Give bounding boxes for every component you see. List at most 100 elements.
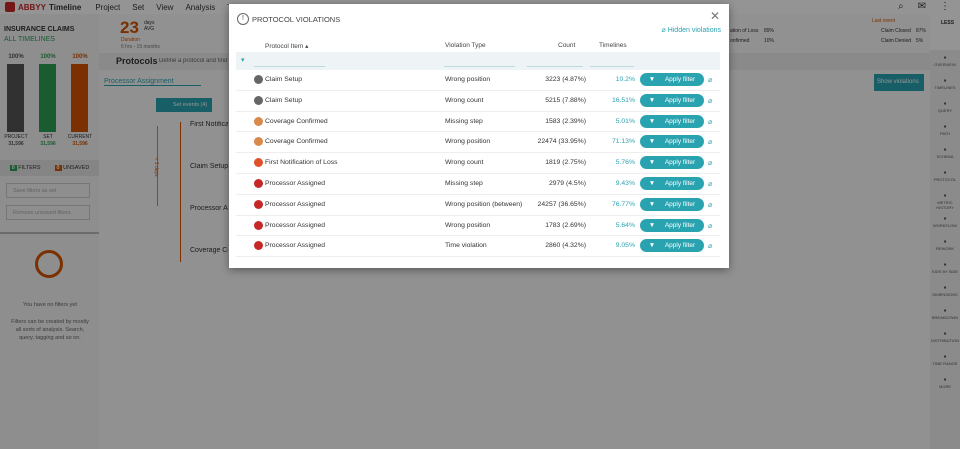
apply-filter-button[interactable]: ▼ Apply filter	[640, 176, 704, 190]
hide-violation-icon[interactable]: ⌀	[708, 139, 713, 147]
apply-filter-button[interactable]: ▼ Apply filter	[640, 218, 704, 232]
more-vert-icon[interactable]: ⋮	[940, 1, 950, 12]
protocol-item: Processor Assigned	[265, 179, 326, 187]
timelines-pct: 71.13%	[611, 138, 635, 146]
left-panel: INSURANCE CLAIMS ALL TIMELINES 100% PROJ…	[0, 14, 99, 449]
filter-item-input[interactable]	[254, 66, 325, 67]
nav-distribution[interactable]: ▪ DISTRIBUTION	[930, 329, 960, 343]
less-toggle[interactable]: LESS	[941, 20, 955, 26]
nav-timelines[interactable]: ▪ TIMELINES	[930, 73, 960, 96]
last-event-pct: 87%	[916, 28, 927, 34]
eye-off-icon: ⌀	[661, 27, 666, 34]
hide-violation-icon[interactable]: ⌀	[708, 160, 713, 168]
protocol-item: Processor Assigned	[265, 200, 326, 208]
remove-filters-button[interactable]: Remove unsaved filters	[6, 205, 90, 220]
event-icon	[254, 137, 263, 147]
column-violation-type[interactable]: Violation Type	[445, 42, 486, 49]
apply-filter-button[interactable]: ▼ Apply filter	[640, 93, 704, 107]
first-event-item: onfirmed	[730, 38, 750, 44]
nav-icon: ▪	[943, 260, 947, 269]
nav-more[interactable]: ▪ MORE	[930, 372, 960, 395]
table-row: Coverage Confirmed Wrong position 22474 …	[236, 132, 720, 154]
protocol-step[interactable]: Claim Setup	[190, 163, 228, 170]
show-violations-button[interactable]: Show violations	[874, 74, 924, 91]
apply-filter-button[interactable]: ▼ Apply filter	[640, 239, 704, 253]
hide-violation-icon[interactable]: ⌀	[708, 222, 713, 230]
nav-dimensions[interactable]: ▪ DIMENSIONS	[930, 280, 960, 303]
nav-icon: ▪	[943, 352, 947, 361]
set-title[interactable]: ALL TIMELINES	[4, 36, 55, 43]
column-protocol-item[interactable]: Protocol Item ▴	[265, 43, 309, 50]
nav-metric-history[interactable]: ▪ METRIC HISTORY	[930, 188, 960, 211]
timelines-pct: 5.01%	[615, 117, 635, 125]
nav-query[interactable]: ▪ QUERY	[930, 96, 960, 119]
timelines-pct: 16.51%	[611, 96, 635, 104]
nav-rework[interactable]: ▪ REWORK	[930, 234, 960, 257]
apply-filter-button[interactable]: ▼ Apply filter	[640, 135, 704, 149]
hide-violation-icon[interactable]: ⌀	[708, 201, 713, 209]
nav-protocol[interactable]: ▪ PROTOCOL	[930, 165, 960, 188]
bar-percent: 100%	[72, 54, 88, 60]
nav-side-by-side[interactable]: ▪ SIDE BY SIDE	[931, 260, 959, 274]
set-events-button[interactable]: Set events (4)	[156, 98, 212, 112]
empty-title: You have no filters yet	[23, 302, 77, 308]
table-row: Processor Assigned Time violation 2860 (…	[236, 236, 720, 258]
filter-type-input[interactable]	[444, 66, 515, 67]
nav-icon: ▪	[943, 214, 947, 223]
column-count[interactable]: Count	[558, 42, 576, 49]
menu-item[interactable]: View	[156, 2, 174, 12]
menu-item[interactable]: Project	[95, 2, 121, 12]
nav-icon: ▪	[943, 145, 947, 154]
hide-violation-icon[interactable]: ⌀	[708, 118, 713, 126]
filter-count-input[interactable]	[527, 66, 583, 67]
event-icon	[254, 158, 263, 168]
hide-violation-icon[interactable]: ⌀	[708, 180, 713, 188]
protocol-step[interactable]: Processor Assigned	[190, 205, 228, 212]
event-icon	[254, 199, 263, 209]
close-icon[interactable]: ✕	[709, 9, 720, 23]
protocol-item: Coverage Confirmed	[265, 138, 328, 146]
menu-item[interactable]: Set	[132, 2, 145, 12]
violation-count: 1783 (2.69%)	[545, 221, 586, 229]
nav-path[interactable]: ▪ PATH	[930, 119, 960, 142]
apply-filter-button[interactable]: ▼ Apply filter	[640, 197, 704, 211]
nav-schema[interactable]: ▪ SCHEMA	[930, 142, 960, 165]
project-title: INSURANCE CLAIMS	[4, 26, 75, 33]
violation-count: 2979 (4.5%)	[548, 179, 586, 187]
column-timelines[interactable]: Timelines	[599, 42, 627, 49]
hidden-violations-link[interactable]: ⌀ Hidden violations	[661, 27, 721, 34]
event-icon	[254, 241, 263, 251]
filter-icon: ▾	[241, 57, 245, 64]
protocol-name-input[interactable]: Processor Assignment	[104, 78, 201, 86]
funnel-icon: ▼	[648, 159, 656, 167]
nav-time-range[interactable]: ▪ TIME RANGE	[930, 349, 960, 372]
duration-range: 6 hrs - 15 months	[121, 44, 160, 50]
nav-breakdown[interactable]: ▪ BREAKDOWN	[931, 306, 959, 320]
protocols-title: Protocols	[116, 56, 158, 66]
funnel-icon: ▼	[648, 96, 656, 104]
filter-timelines-input[interactable]	[590, 66, 634, 67]
hide-violation-icon[interactable]: ⌀	[708, 77, 713, 84]
mail-icon[interactable]: ✉	[917, 1, 926, 12]
bar-percent: 100%	[40, 54, 56, 60]
hide-violation-icon[interactable]: ⌀	[708, 243, 713, 251]
last-event-pct: 5%	[916, 38, 924, 44]
unsaved-toggle[interactable]: 0 UNSAVED	[54, 165, 90, 171]
funnel-icon: ▼	[648, 138, 656, 146]
event-icon	[254, 220, 263, 230]
last-event-item: Claim Denied	[881, 38, 912, 44]
search-icon[interactable]: ⌕	[898, 1, 904, 12]
menu-item[interactable]: Analysis	[185, 2, 216, 12]
hide-violation-icon[interactable]: ⌀	[708, 97, 713, 105]
apply-filter-button[interactable]: ▼ Apply filter	[640, 73, 704, 86]
nav-overview[interactable]: ▪ OVERVIEW	[930, 50, 960, 73]
save-filters-button[interactable]: Save filters as set	[6, 183, 90, 198]
nav-workflow[interactable]: ▪ WORKFLOW	[930, 211, 960, 234]
apply-filter-button[interactable]: ▼ Apply filter	[640, 114, 704, 128]
filters-toggle[interactable]: 0 FILTERS	[9, 165, 41, 171]
timelines-pct: 5.76%	[615, 159, 635, 167]
protocol-step[interactable]: First Notification of Loss	[190, 121, 228, 128]
protocol-item: Coverage Confirmed	[265, 117, 328, 125]
protocol-step[interactable]: Coverage Confirmed	[190, 247, 228, 254]
apply-filter-button[interactable]: ▼ Apply filter	[640, 156, 704, 170]
